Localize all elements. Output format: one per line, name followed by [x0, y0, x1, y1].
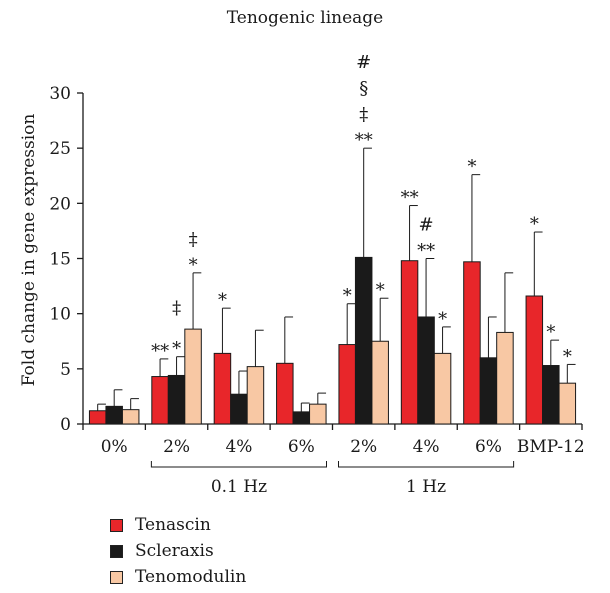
- y-tick-label: 15: [49, 250, 71, 270]
- significance-marker: *: [343, 286, 352, 307]
- x-tick-label: 2%: [350, 437, 377, 457]
- bar-scleraxis: [167, 374, 186, 425]
- significance-marker: *: [546, 322, 555, 343]
- y-tick-label: 20: [49, 194, 71, 214]
- group-label: 0.1 Hz: [211, 477, 267, 497]
- significance-marker: #: [356, 52, 371, 73]
- significance-marker: ‡: [359, 104, 368, 125]
- significance-marker: *: [467, 157, 476, 178]
- legend: Tenascin Scleraxis Tenomodulin: [110, 512, 246, 590]
- significance-marker: **: [401, 188, 419, 209]
- bar-tenascin: [88, 410, 107, 425]
- bar-scleraxis: [354, 256, 373, 425]
- significance-marker: *: [189, 255, 198, 276]
- legend-swatch-tenascin: [110, 518, 123, 532]
- x-tick-label: 4%: [413, 437, 440, 457]
- significance-marker: #: [419, 215, 434, 236]
- significance-marker: *: [563, 346, 572, 367]
- significance-marker: §: [359, 78, 368, 99]
- x-tick-label: 6%: [475, 437, 502, 457]
- bar-tenascin: [338, 344, 356, 425]
- bar-tenomodulin: [246, 366, 265, 425]
- x-tick-label: 6%: [288, 437, 315, 457]
- chart-title: Tenogenic lineage: [226, 8, 384, 28]
- bar-tenascin: [213, 352, 232, 425]
- significance-marker: ‡: [172, 298, 181, 319]
- significance-marker: **: [355, 130, 373, 151]
- y-tick-label: 5: [60, 360, 71, 380]
- bar-tenomodulin: [309, 403, 327, 425]
- significance-marker: *: [438, 309, 447, 330]
- bar-tenascin: [525, 295, 544, 425]
- y-tick-label: 30: [49, 84, 71, 104]
- bar-scleraxis: [542, 365, 560, 425]
- group-bracket: [150, 461, 327, 468]
- bar-tenomodulin: [433, 352, 452, 425]
- x-tick-label: 4%: [225, 437, 252, 457]
- significance-marker: ‡: [189, 229, 198, 250]
- legend-label-scleraxis: Scleraxis: [135, 541, 214, 561]
- significance-marker: *: [218, 290, 227, 311]
- bar-scleraxis: [292, 411, 311, 425]
- y-tick-label: 10: [49, 305, 71, 325]
- bar-tenomodulin: [558, 382, 577, 425]
- significance-marker: **: [417, 241, 435, 262]
- legend-label-tenascin: Tenascin: [135, 515, 211, 535]
- significance-marker: **: [151, 341, 169, 362]
- bar-tenomodulin: [121, 409, 140, 425]
- x-tick-label: 0%: [101, 437, 128, 457]
- x-tick-label: 2%: [163, 437, 190, 457]
- significance-marker: *: [172, 339, 181, 360]
- significance-marker: *: [376, 280, 385, 301]
- bar-tenascin: [400, 260, 419, 425]
- y-tick-label: 0: [60, 415, 71, 435]
- bar-tenascin: [151, 376, 169, 425]
- bar-tenomodulin: [371, 340, 389, 425]
- bar-tenascin: [276, 362, 294, 425]
- significance-marker: *: [530, 214, 539, 235]
- legend-item-tenascin: Tenascin: [110, 512, 246, 538]
- legend-item-tenomodulin: Tenomodulin: [110, 564, 246, 590]
- group-label: 1 Hz: [406, 477, 446, 497]
- y-tick-label: 25: [49, 139, 71, 159]
- x-tick-label: BMP-12: [517, 437, 585, 457]
- bar-tenascin: [463, 261, 481, 425]
- bar-scleraxis: [479, 357, 498, 425]
- bar-scleraxis: [417, 316, 435, 425]
- bar-scleraxis: [230, 393, 248, 425]
- legend-item-scleraxis: Scleraxis: [110, 538, 246, 564]
- bar-scleraxis: [105, 405, 123, 425]
- bar-tenomodulin: [184, 328, 202, 425]
- legend-label-tenomodulin: Tenomodulin: [135, 567, 247, 587]
- legend-swatch-scleraxis: [110, 544, 123, 558]
- group-bracket: [338, 461, 515, 468]
- bar-tenomodulin: [496, 331, 514, 425]
- legend-swatch-tenomodulin: [110, 570, 123, 584]
